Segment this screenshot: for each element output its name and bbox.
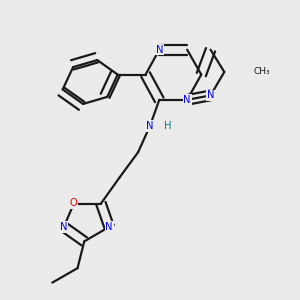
Text: O: O (70, 199, 78, 208)
Text: N: N (146, 121, 154, 131)
Text: H: H (164, 121, 172, 131)
Text: N: N (60, 222, 68, 232)
Text: N: N (105, 222, 113, 232)
Text: N: N (183, 95, 191, 105)
Text: N: N (155, 45, 163, 55)
Text: N: N (207, 90, 214, 100)
Text: CH₃: CH₃ (253, 68, 270, 76)
